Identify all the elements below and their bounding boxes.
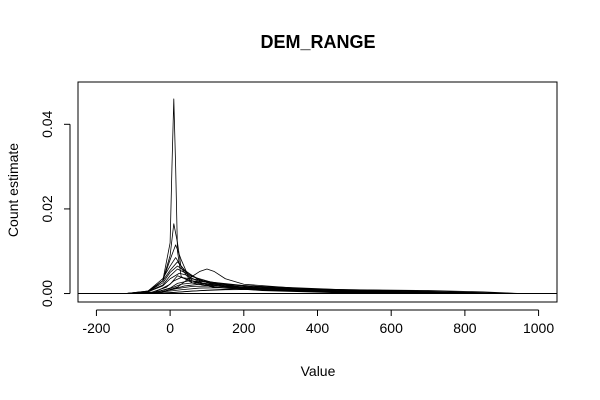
- y-axis-label: Count estimate: [5, 143, 21, 237]
- plot-layer: [125, 98, 521, 294]
- y-tick-label-1: 0.02: [39, 195, 55, 222]
- x-tick-label-4: 600: [380, 320, 404, 336]
- x-axis-label: Value: [301, 363, 336, 379]
- axes-layer: -200 0 200 400 600 800 1000 0.00 0.02 0.04: [39, 81, 558, 336]
- y-tick-label-2: 0.04: [39, 110, 55, 137]
- labels-layer: Value Count estimate: [5, 143, 336, 379]
- chart-title: DEM_RANGE: [260, 32, 375, 52]
- x-tick-label-0: -200: [82, 320, 110, 336]
- y-tick-label-0: 0.00: [39, 280, 55, 307]
- title-layer: DEM_RANGE: [260, 32, 375, 52]
- density-curve-16: [147, 288, 521, 294]
- x-tick-label-2: 200: [232, 320, 256, 336]
- x-tick-label-3: 400: [306, 320, 330, 336]
- plot-frame: [77, 81, 558, 303]
- x-tick-label-6: 1000: [523, 320, 554, 336]
- x-tick-label-5: 800: [453, 320, 477, 336]
- x-tick-label-1: 0: [166, 320, 174, 336]
- density-curve-18: [133, 282, 502, 294]
